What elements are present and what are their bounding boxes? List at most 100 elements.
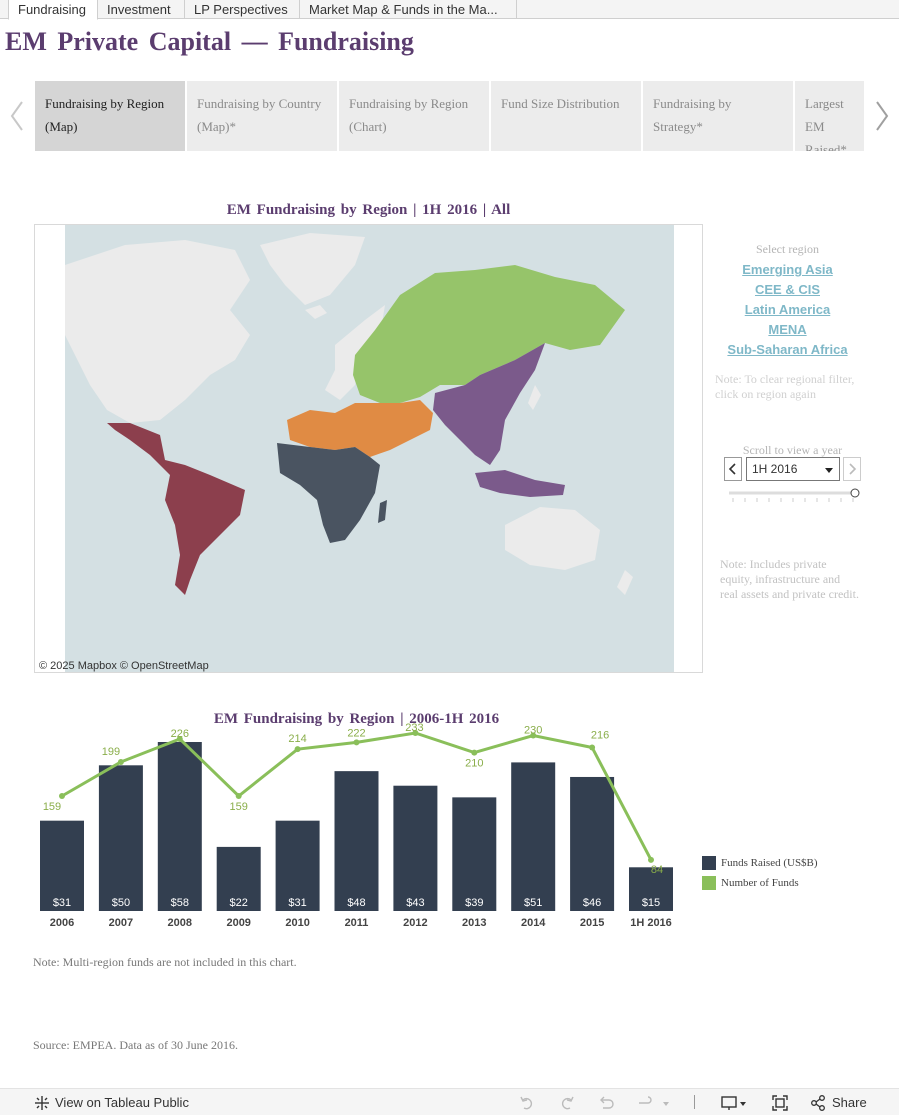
redo-icon[interactable] (558, 1094, 576, 1112)
x-tick-2010: 2010 (285, 917, 309, 929)
bar-2015[interactable] (570, 776, 615, 911)
revert-icon[interactable] (598, 1094, 616, 1112)
share-button[interactable]: Share (832, 1095, 867, 1110)
line-point-1H 2016[interactable] (648, 856, 654, 863)
new-zealand (617, 570, 633, 595)
region-link-sub-saharan-africa[interactable]: Sub-Saharan Africa (727, 342, 848, 357)
x-tick-2013: 2013 (462, 917, 486, 929)
tableau-logo-icon[interactable] (33, 1094, 51, 1112)
sheet-tab-bar: Fundraising Investment LP Perspectives M… (0, 0, 899, 20)
device-preview-icon[interactable] (720, 1094, 750, 1112)
bar-label-2007: $50 (112, 897, 130, 909)
bar-2007[interactable] (98, 765, 143, 911)
line-point-2010[interactable] (294, 746, 301, 753)
bar-label-2009: $22 (230, 897, 248, 909)
refresh-icon[interactable] (636, 1094, 654, 1112)
nav-tab-strategy[interactable]: Fundraising by Strategy* (643, 81, 793, 151)
region-mena (287, 400, 433, 457)
bar-label-2012: $43 (406, 897, 424, 909)
nav-tab-fund-size[interactable]: Fund Size Distribution (491, 81, 641, 151)
undo-icon[interactable] (518, 1094, 536, 1112)
sheet-tab-investment[interactable]: Investment (98, 0, 185, 19)
bottom-toolbar: View on Tableau Public Share (0, 1088, 899, 1115)
sheet-tab-market-map[interactable]: Market Map & Funds in the Ma... (300, 0, 517, 19)
x-tick-2008: 2008 (168, 917, 192, 929)
toolbar-separator (694, 1095, 695, 1109)
chevron-right-icon (876, 101, 889, 131)
line-point-2008[interactable] (176, 735, 183, 742)
year-select[interactable]: 1H 2016 (746, 457, 840, 481)
year-slider[interactable] (729, 488, 860, 504)
region-sub-saharan-madagascar (378, 500, 387, 523)
line-label-2008: 226 (171, 728, 189, 740)
bar-label-2014: $51 (524, 897, 542, 909)
line-point-2011[interactable] (353, 739, 360, 746)
nav-next-button[interactable] (872, 96, 892, 136)
north-america (65, 240, 250, 423)
line-label-1H 2016: 84 (651, 864, 663, 876)
sheet-tab-fundraising[interactable]: Fundraising (8, 0, 98, 20)
nav-tab-region-map[interactable]: Fundraising by Region (Map) (35, 81, 185, 151)
line-label-2013: 210 (465, 758, 483, 770)
chevron-right-icon (849, 463, 857, 475)
line-label-2010: 214 (288, 733, 306, 745)
line-point-2012[interactable] (412, 730, 419, 736)
x-tick-2012: 2012 (403, 917, 427, 929)
legend-label-number-of-funds: Number of Funds (721, 877, 799, 889)
line-label-2007: 199 (102, 746, 120, 758)
nav-prev-button[interactable] (7, 96, 27, 136)
line-point-2007[interactable] (117, 758, 124, 765)
year-select-value: 1H 2016 (752, 462, 798, 476)
x-tick-2006: 2006 (50, 917, 74, 929)
nav-tab-region-chart[interactable]: Fundraising by Region (Chart) (339, 81, 489, 151)
x-tick-2014: 2014 (521, 917, 546, 929)
x-tick-2009: 2009 (226, 917, 250, 929)
legend-label-funds-raised: Funds Raised (US$B) (721, 857, 818, 869)
region-link-latin-america[interactable]: Latin America (744, 302, 831, 317)
refresh-dropdown-icon[interactable] (660, 1094, 672, 1112)
x-tick-1H 2016: 1H 2016 (630, 917, 672, 929)
bar-2014[interactable] (511, 762, 556, 911)
western-europe (325, 305, 385, 400)
bar-2013[interactable] (452, 797, 497, 911)
x-tick-2015: 2015 (580, 917, 604, 929)
line-point-2014[interactable] (530, 732, 537, 739)
line-label-2015: 216 (591, 729, 609, 741)
australia (505, 507, 600, 570)
bar-2010[interactable] (275, 820, 320, 911)
line-point-2015[interactable] (589, 744, 596, 751)
bar-2012[interactable] (393, 785, 438, 911)
bar-2009[interactable] (216, 846, 261, 911)
bar-2008[interactable] (157, 742, 202, 911)
greenland (260, 233, 365, 305)
bar-2011[interactable] (334, 771, 379, 911)
legend-swatch-funds-raised (702, 856, 716, 870)
page-title: EM Private Capital — Fundraising (5, 27, 414, 56)
year-prev-button[interactable] (724, 457, 742, 481)
line-point-2006[interactable] (59, 793, 65, 799)
bar-2006[interactable] (40, 820, 84, 911)
select-region-label: Select region (756, 242, 819, 256)
region-link-mena[interactable]: MENA (768, 322, 807, 337)
fullscreen-icon[interactable] (771, 1094, 789, 1112)
caret-down-icon (825, 468, 833, 473)
view-on-tableau-link[interactable]: View on Tableau Public (55, 1095, 189, 1110)
share-icon[interactable] (809, 1094, 827, 1112)
line-point-2009[interactable] (235, 793, 242, 799)
nav-tab-largest[interactable]: Largest EM Raised* (795, 81, 864, 151)
nav-tab-country-map[interactable]: Fundraising by Country (Map)* (187, 81, 337, 151)
chevron-left-icon (728, 463, 736, 475)
region-cee-cis (353, 265, 625, 403)
bar-label-2008: $58 (171, 897, 189, 909)
side-note: Note: Includes private equity, infrastru… (720, 557, 859, 601)
map-attribution: © 2025 Mapbox © OpenStreetMap (39, 660, 209, 672)
region-map[interactable]: © 2025 Mapbox © OpenStreetMap (34, 224, 703, 673)
year-next-button[interactable] (843, 457, 861, 481)
region-link-cee-cis[interactable]: CEE & CIS (754, 282, 820, 297)
sheet-tab-lp-perspectives[interactable]: LP Perspectives (185, 0, 300, 19)
slider-handle[interactable] (850, 488, 860, 498)
line-point-2013[interactable] (471, 749, 478, 756)
region-link-emerging-asia[interactable]: Emerging Asia (742, 262, 833, 277)
bar-1H 2016[interactable] (629, 867, 673, 911)
bar-label-2010: $31 (288, 897, 306, 909)
